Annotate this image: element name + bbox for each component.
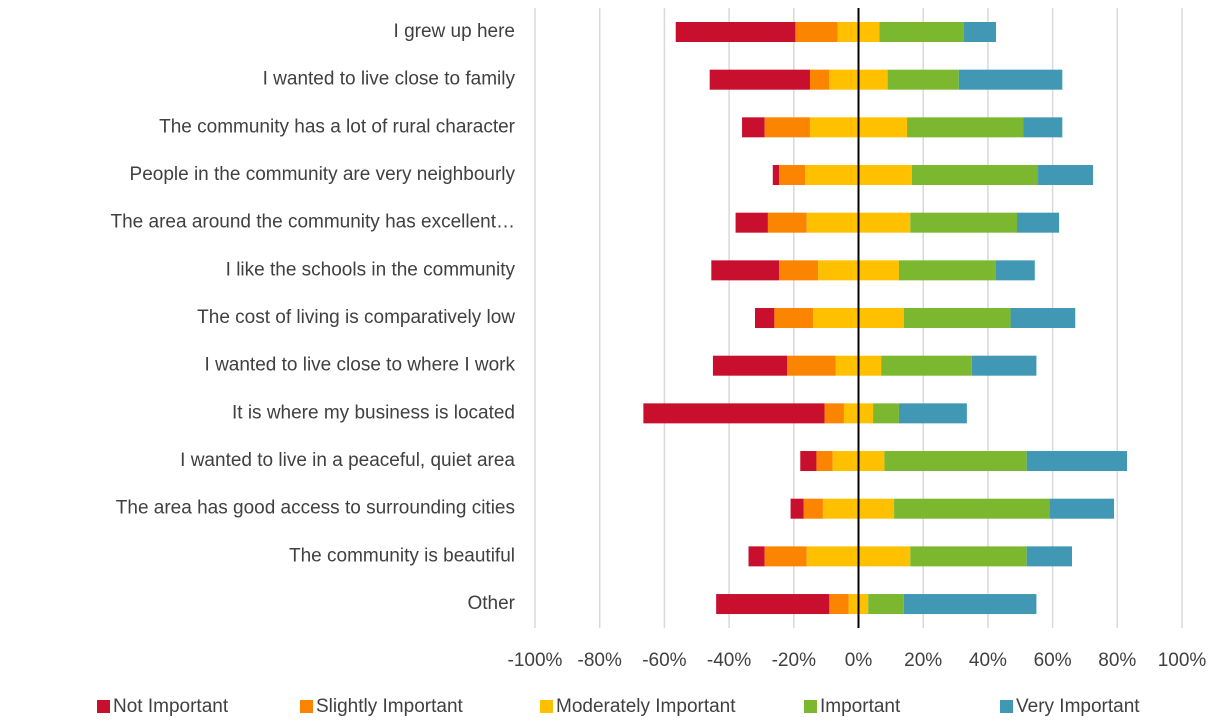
bar-segment [873, 403, 899, 424]
legend-label: Slightly Important [316, 696, 464, 717]
bar-segment [774, 308, 814, 329]
bar-segment [903, 308, 1011, 329]
category-label: It is where my business is located [232, 402, 515, 423]
bar-segment [958, 69, 1063, 90]
bar-segment [1038, 165, 1094, 186]
category-label: I like the schools in the community [226, 259, 516, 280]
bar-segment [971, 355, 1037, 376]
legend-label: Moderately Important [556, 696, 736, 717]
bar-segment [894, 498, 1050, 519]
legend-swatch [97, 700, 110, 713]
bar-segment [711, 260, 780, 281]
x-tick-label: -100% [508, 650, 563, 671]
bar-segment [800, 451, 817, 472]
bar-segment [911, 165, 1039, 186]
bar-segment [887, 69, 959, 90]
bar-segment [709, 69, 810, 90]
bar-segment [910, 212, 1018, 233]
legend-swatch [804, 700, 817, 713]
bar-segment [787, 355, 836, 376]
bar-segment [767, 212, 807, 233]
bar-segment [903, 594, 1037, 615]
bar-segment [829, 594, 849, 615]
bar-segment [879, 22, 964, 42]
category-label: The community has a lot of rural charact… [159, 116, 516, 137]
x-tick-label: -80% [578, 650, 622, 671]
legend-swatch [1000, 700, 1013, 713]
bar-segment [809, 69, 830, 90]
bar-segment [675, 22, 796, 42]
category-label: The area around the community has excell… [111, 212, 516, 233]
category-label: The area has good access to surrounding … [116, 498, 515, 519]
category-label: I grew up here [394, 21, 515, 42]
bar-segment [803, 498, 823, 519]
category-label: I wanted to live close to family [263, 69, 516, 90]
bar-segment [1017, 212, 1060, 233]
bar-segment [764, 546, 807, 567]
bar-segment [742, 117, 765, 138]
category-label: The community is beautiful [289, 545, 515, 566]
legend-label: Very Important [1016, 696, 1140, 717]
bar-segment [748, 546, 765, 567]
bar-segment [772, 165, 780, 186]
bar-segment [1010, 308, 1076, 329]
x-tick-label: 60% [1034, 650, 1072, 671]
bar-segment [868, 594, 904, 615]
bar-segment [764, 117, 810, 138]
bar-segment [1049, 498, 1115, 519]
category-label: I wanted to live in a peaceful, quiet ar… [180, 450, 515, 471]
bar-segment [1023, 117, 1063, 138]
bar-segment [816, 451, 833, 472]
legend-swatch [540, 700, 553, 713]
bar-segment [795, 22, 838, 42]
bar-segment [963, 22, 996, 42]
bar-segment [898, 403, 967, 424]
legend-label: Not Important [113, 696, 229, 717]
category-label: People in the community are very neighbo… [130, 164, 516, 185]
bar-segment [735, 212, 768, 233]
x-tick-label: -60% [642, 650, 686, 671]
bar-segment [779, 260, 819, 281]
x-tick-label: 40% [969, 650, 1007, 671]
bar-segment [884, 451, 1027, 472]
category-label: I wanted to live close to where I work [205, 355, 516, 376]
x-tick-label: -40% [707, 650, 751, 671]
category-label: Other [467, 593, 515, 614]
bar-segment [754, 308, 775, 329]
bar-segment [790, 498, 804, 519]
bar-segment [716, 594, 830, 615]
legend-label: Important [820, 696, 901, 717]
bar-segment [898, 260, 996, 281]
bar-segment [1026, 546, 1073, 567]
bar-segment [1026, 451, 1128, 472]
legend-swatch [300, 700, 313, 713]
x-tick-label: 0% [845, 650, 873, 671]
bar-segment [881, 355, 972, 376]
x-tick-label: 100% [1158, 650, 1207, 671]
bar-segment [712, 355, 788, 376]
bar-segment [910, 546, 1027, 567]
bar-segment [824, 403, 844, 424]
x-tick-label: -20% [772, 650, 816, 671]
bar-segment [643, 403, 825, 424]
bar-segment [995, 260, 1035, 281]
bar-segment [907, 117, 1024, 138]
x-tick-label: 80% [1098, 650, 1136, 671]
bar-segment [779, 165, 806, 186]
category-label: The cost of living is comparatively low [197, 307, 515, 328]
x-tick-label: 20% [904, 650, 942, 671]
